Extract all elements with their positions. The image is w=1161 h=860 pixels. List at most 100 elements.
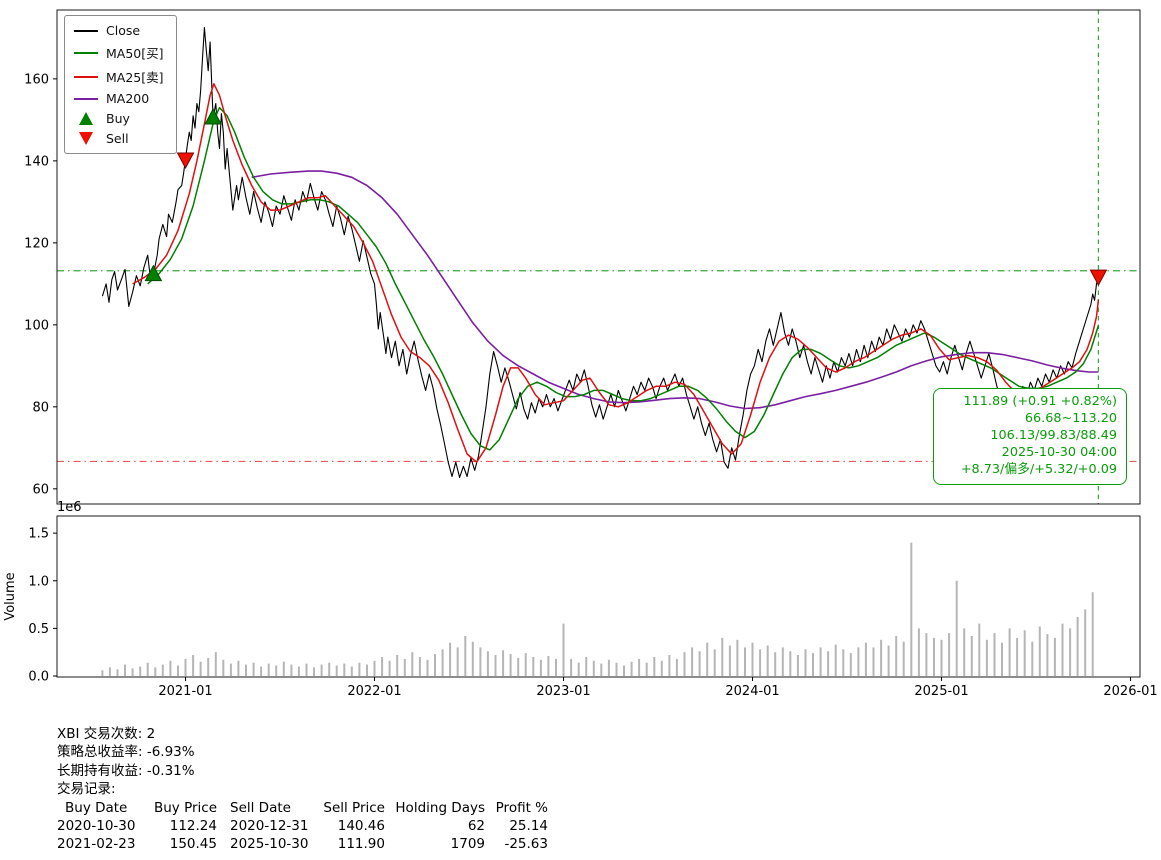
volume-bar: [275, 665, 278, 676]
volume-bar: [411, 652, 414, 676]
trade-table-row: 2020-10-30 112.24 2020-12-31 140.46 62 25.14: [57, 817, 548, 835]
volume-bar: [1069, 628, 1072, 676]
price-tick-label: 60: [32, 482, 49, 497]
legend-box: Close MA50[买] MA25[卖] MA200 Buy Sell: [64, 15, 177, 154]
volume-bar: [267, 663, 270, 676]
volume-bar: [895, 636, 898, 676]
volume-bar: [154, 667, 157, 676]
volume-bar: [864, 642, 867, 676]
volume-bar: [403, 658, 406, 676]
volume-bar: [1091, 592, 1094, 676]
volume-bar: [880, 639, 883, 676]
volume-tick-label: 1.0: [28, 574, 49, 589]
price-tick-label: 80: [32, 400, 49, 415]
volume-bar: [124, 664, 126, 676]
volume-bar: [260, 666, 263, 676]
volume-bar: [108, 667, 111, 676]
volume-bar: [139, 666, 142, 676]
volume-bar: [698, 651, 701, 676]
sell-triangle-icon: [74, 132, 98, 145]
volume-bar: [502, 650, 505, 676]
volume-bar: [1038, 626, 1041, 676]
volume-bar: [570, 658, 573, 676]
volume-bar: [751, 642, 754, 676]
volume-bar: [350, 666, 353, 676]
volume-bar: [373, 660, 376, 676]
volume-bar: [441, 649, 444, 676]
x-tick-label: 2026-01: [1103, 684, 1157, 699]
volume-bar: [169, 660, 172, 676]
volume-bar: [819, 647, 822, 676]
volume-bar: [366, 664, 368, 676]
volume-bar: [638, 658, 641, 676]
close-line: [101, 27, 1099, 478]
price-axes-frame: [56, 9, 1141, 505]
trade-table-header-cell: Buy Date: [65, 799, 128, 816]
volume-bar: [804, 649, 807, 676]
volume-bar: [1031, 641, 1034, 676]
trade-table-cell: 140.46: [337, 818, 385, 835]
volume-bar: [615, 662, 618, 676]
trade-table-cell: 2021-02-23: [57, 836, 136, 853]
volume-bar: [207, 657, 210, 676]
volume-bar: [358, 662, 361, 676]
volume-bars: [101, 542, 1094, 676]
volume-bar: [426, 659, 429, 676]
volume-bar: [517, 657, 520, 676]
volume-bar: [978, 623, 981, 676]
volume-bar: [539, 659, 542, 676]
trade-table-cell: 2020-12-31: [230, 818, 309, 835]
volume-bar: [592, 660, 595, 676]
volume-bar: [313, 667, 315, 676]
volume-bar: [842, 649, 845, 676]
volume-bar: [486, 651, 489, 676]
volume-bar: [131, 668, 134, 676]
trade-table-cell: 111.90: [337, 836, 385, 853]
volume-bar: [555, 658, 557, 676]
trade-table-row: 2021-02-23 150.45 2025-10-30 111.90 1709 -25.…: [57, 835, 548, 853]
trade-table-header-cell: Profit %: [495, 799, 548, 816]
trade-table: Buy Date Buy Price Sell Date Sell Price Hold…: [57, 799, 548, 854]
trade-table-header-row: Buy Date Buy Price Sell Date Sell Price Hold…: [57, 799, 548, 817]
volume-bar: [940, 639, 943, 676]
volume-bar: [668, 655, 671, 676]
annotation-line: 111.89 (+0.91 +0.82%): [963, 394, 1118, 409]
volume-bar: [630, 661, 633, 676]
legend-label: MA50[买]: [106, 46, 164, 61]
legend-line-swatch: [74, 97, 98, 100]
annotation-line: 66.68~113.20: [1024, 410, 1117, 426]
volume-bar: [955, 580, 958, 676]
volume-bar: [1016, 637, 1019, 676]
volume-bar: [101, 670, 104, 676]
volume-bar: [547, 656, 550, 676]
volume-bar: [449, 642, 452, 676]
volume-bar: [1076, 617, 1079, 676]
volume-bar: [1061, 623, 1064, 676]
volume-bar: [471, 641, 474, 676]
x-tick-label: 2023-01: [536, 684, 590, 699]
volume-bar: [532, 657, 535, 676]
trade-table-header-cell: Sell Date: [230, 799, 291, 816]
volume-bar: [282, 661, 285, 676]
volume-bar: [691, 647, 694, 676]
volume-bar: [146, 662, 149, 676]
buy-triangle-icon: [74, 112, 98, 125]
volume-scale-label: 1e6: [57, 500, 82, 515]
annotation-line: 106.13/99.83/88.49: [990, 427, 1117, 443]
trade-table-cell: 25.14: [509, 818, 548, 835]
legend-line-swatch: [74, 29, 98, 32]
volume-tick-label: 0.5: [28, 622, 49, 637]
trade-table-cell: 2025-10-30: [230, 836, 309, 853]
ma25-line: [132, 83, 1100, 463]
volume-bar: [812, 653, 814, 676]
volume-bar: [479, 647, 482, 676]
volume-bar: [290, 664, 293, 676]
legend-label: Close: [106, 23, 141, 38]
legend-label: MA200: [106, 91, 150, 106]
volume-bar: [585, 657, 588, 676]
volume-bar: [237, 660, 240, 676]
trade-table-cell: -25.63: [504, 836, 548, 853]
trade-table-cell: 2020-10-30: [57, 818, 136, 835]
price-tick-label: 140: [24, 154, 49, 169]
